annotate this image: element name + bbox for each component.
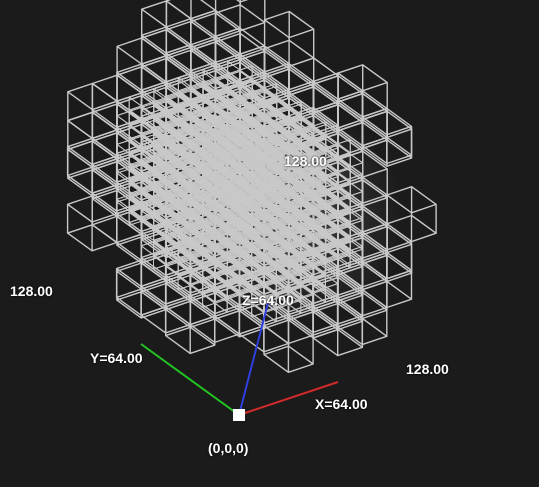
axis-x-line (238, 381, 339, 416)
axis-z-line (238, 302, 269, 416)
dimension-label-top: 128.00 (284, 153, 327, 169)
octree-cell-859 (386, 186, 437, 243)
coordinate-axes (140, 302, 339, 421)
octree-cells (66, 0, 437, 373)
origin-marker (233, 409, 245, 421)
dimension-label-right: 128.00 (406, 361, 449, 377)
octree-cell-1327 (214, 0, 266, 32)
octree-cell-1310 (263, 10, 315, 68)
dimension-label-left: 128.00 (10, 283, 53, 299)
axis-y-line (140, 343, 240, 416)
axis-y-label: Y=64.00 (90, 350, 143, 366)
axis-z-label: Z=64.00 (242, 292, 294, 308)
axis-x-label: X=64.00 (315, 396, 368, 412)
origin-label: (0,0,0) (208, 440, 249, 456)
